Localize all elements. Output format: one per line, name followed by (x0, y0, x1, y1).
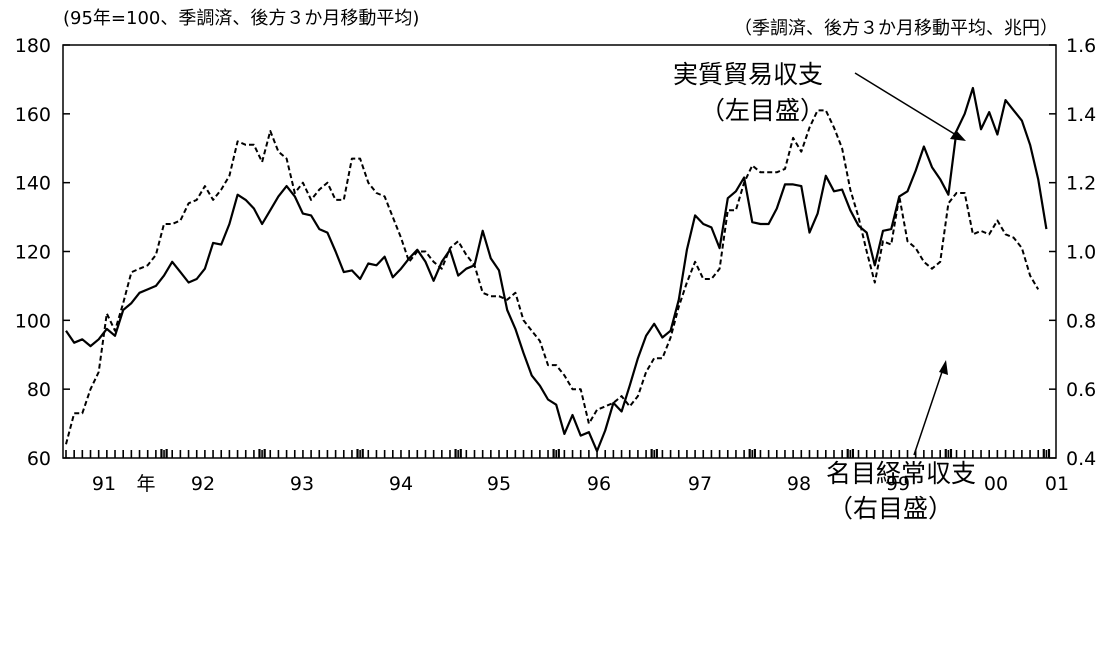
annotation-nominal-current-account: 名目経常収支 （右目盛） (826, 360, 976, 523)
annotation-nominal-ca-title: 名目経常収支 (826, 459, 976, 488)
left-tick-label: 60 (27, 448, 51, 470)
x-tick-label: 97 (688, 473, 712, 495)
left-tick-label: 80 (27, 379, 51, 401)
annotation-real-trade-arrowhead (950, 130, 966, 141)
x-tick-label: 年 (136, 473, 155, 495)
series-nominal-current-account-line (65, 109, 1040, 445)
annotation-real-trade-title: 実質貿易収支 (673, 60, 823, 89)
left-tick-label: 140 (15, 173, 51, 195)
right-tick-label: 0.6 (1066, 379, 1096, 401)
right-tick-label: 0.4 (1066, 448, 1096, 470)
x-tick-label: 92 (191, 473, 215, 495)
x-tick-label: 93 (290, 473, 314, 495)
x-tick-label: 91 (92, 473, 116, 495)
annotation-nominal-ca-arrowhead (939, 360, 948, 375)
right-tick-label: 1.4 (1066, 104, 1096, 126)
x-tick-label: 98 (787, 473, 811, 495)
right-axis-note: （季調済、後方３か月移動平均、兆円） (734, 18, 1058, 39)
x-axis: 91 年 92 93 94 95 96 97 98 99 00 01 (65, 449, 1069, 495)
x-tick-label: 96 (587, 473, 611, 495)
x-tick-label: 95 (487, 473, 511, 495)
annotation-nominal-ca-arrow (913, 365, 945, 456)
left-axis: 180 160 140 120 100 80 60 (15, 35, 70, 470)
right-tick-label: 1.2 (1066, 173, 1096, 195)
annotation-real-trade-scale: （左目盛） (700, 96, 825, 125)
left-tick-label: 160 (15, 104, 51, 126)
left-tick-label: 100 (15, 310, 51, 332)
plot-frame (62, 44, 1057, 459)
annotation-real-trade-balance: 実質貿易収支 （左目盛） (673, 60, 966, 141)
left-tick-label: 120 (15, 242, 51, 264)
x-tick-label: 01 (1045, 473, 1069, 495)
series-layer (65, 86, 1048, 453)
annotation-real-trade-arrow (854, 72, 962, 139)
x-tick-label: 00 (984, 473, 1008, 495)
series-real-trade-balance-line (65, 86, 1048, 453)
right-axis: 1.6 1.4 1.2 1.0 0.8 0.6 0.4 (1049, 35, 1096, 470)
right-tick-label: 1.0 (1066, 242, 1096, 264)
right-tick-label: 0.8 (1066, 310, 1096, 332)
x-tick-label: 99 (886, 473, 910, 495)
annotation-nominal-ca-scale: （右目盛） (828, 494, 953, 523)
left-tick-label: 180 (15, 35, 51, 57)
left-axis-note: (95年=100、季調済、後方３か月移動平均) (63, 8, 419, 29)
right-tick-label: 1.6 (1066, 35, 1096, 57)
x-tick-label: 94 (389, 473, 413, 495)
